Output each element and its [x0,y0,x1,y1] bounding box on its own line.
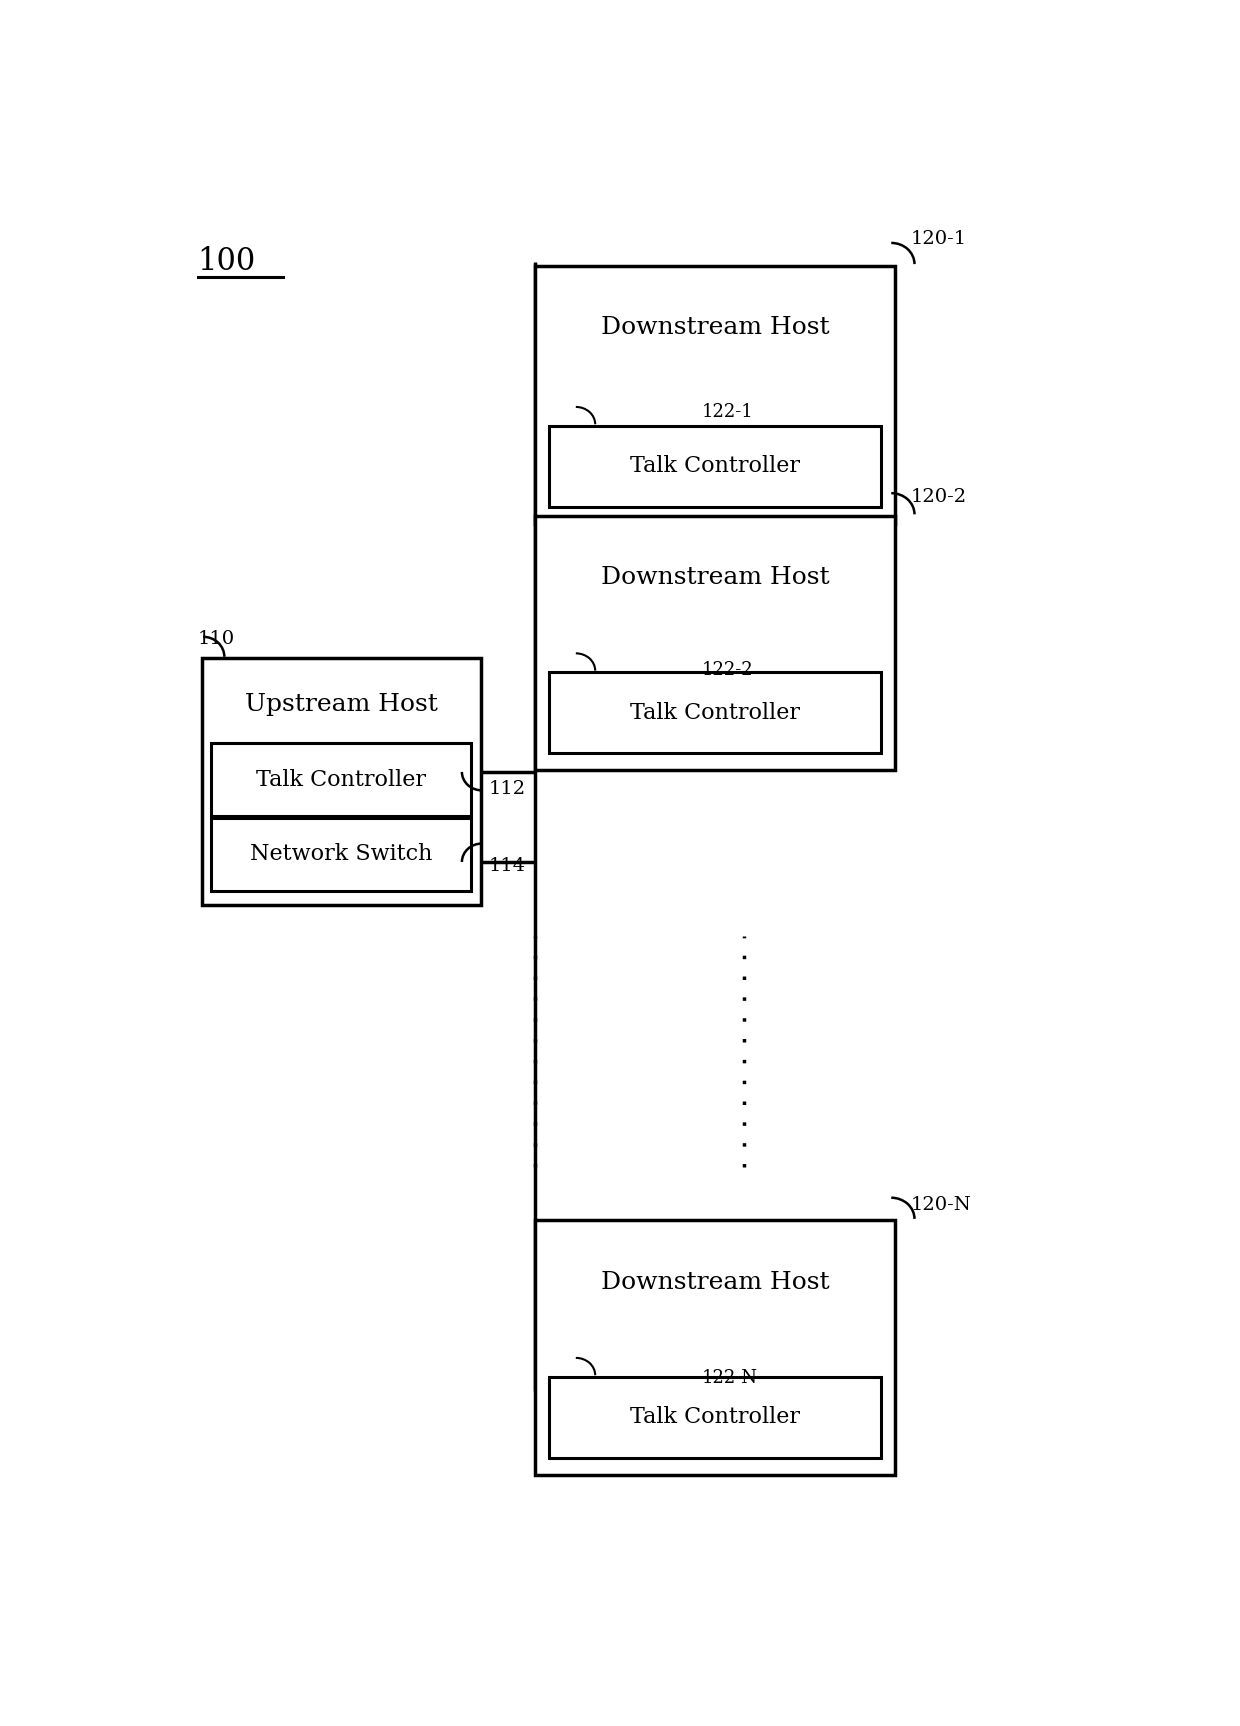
Bar [549,671,882,753]
Bar [211,818,471,891]
Text: Downstream Host: Downstream Host [600,316,830,338]
Text: Downstream Host: Downstream Host [600,566,830,589]
Bar [534,516,895,770]
Text: 122-2: 122-2 [702,661,753,678]
Text: Upstream Host: Upstream Host [244,694,438,716]
Text: Talk Controller: Talk Controller [630,1407,800,1427]
Text: 120-1: 120-1 [910,230,967,249]
Text: 122-N: 122-N [702,1369,758,1388]
Bar [534,1220,895,1474]
Bar [201,658,481,904]
Text: Talk Controller: Talk Controller [630,702,800,723]
Text: 114: 114 [489,858,526,875]
Text: 120-N: 120-N [910,1196,971,1213]
Text: Downstream Host: Downstream Host [600,1270,830,1293]
Text: 112: 112 [489,780,526,797]
Text: Talk Controller: Talk Controller [630,456,800,476]
Text: 120-2: 120-2 [910,488,967,506]
Text: 122-1: 122-1 [702,402,753,421]
Text: Talk Controller: Talk Controller [255,768,427,791]
Text: 100: 100 [197,247,255,278]
Text: 110: 110 [197,630,234,647]
Bar [534,266,895,523]
Bar [549,426,882,507]
Bar [211,742,471,816]
Text: Network Switch: Network Switch [249,844,433,865]
Bar [549,1377,882,1457]
